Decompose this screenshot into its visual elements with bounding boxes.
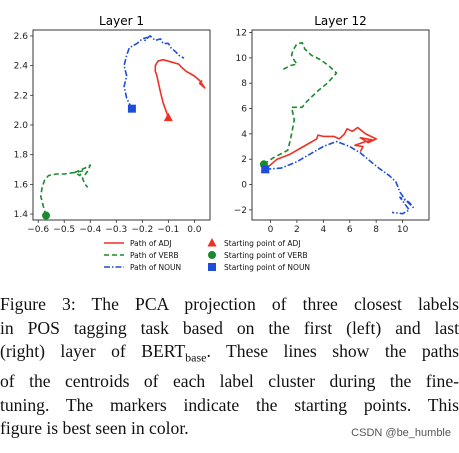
- legend-marker-verb: [208, 251, 216, 259]
- y-tick-label: 4: [241, 130, 247, 140]
- legend-marker-noun: [208, 263, 216, 271]
- caption-text: (right) layer of BERT: [0, 341, 186, 361]
- y-tick-label: 1.4: [14, 210, 29, 220]
- x-tick-label: −0.4: [79, 225, 101, 235]
- y-tick-label: 12: [236, 29, 247, 39]
- y-tick-label: 2.4: [14, 62, 29, 72]
- y-tick-label: 1.6: [14, 180, 29, 190]
- plot-frame: [32, 29, 211, 221]
- figure-canvas: Layer 1 −0.6 −0.5 −0.4 −0.3 −0.2 −0.1 0.0 1.4 1.6…: [14, 14, 430, 272]
- series-line-noun: [265, 140, 414, 215]
- caption-line: tuning. The markers indicate the startin…: [0, 394, 459, 415]
- series-line-adj: [154, 58, 206, 118]
- y-tick-label: −2: [234, 206, 247, 216]
- x-tick-label: −0.1: [157, 225, 179, 235]
- y-tick-label: 0: [241, 181, 247, 191]
- chart-panel-1: Layer 1 −0.6 −0.5 −0.4 −0.3 −0.2 −0.1 0.0 1.4 1.6…: [14, 14, 211, 235]
- x-tick-label: −0.6: [27, 225, 49, 235]
- legend: Path of ADJ Path of VERB Path of NOUN Start…: [104, 238, 310, 272]
- y-tick-label: 2.6: [14, 32, 29, 42]
- series-line-adj: [264, 126, 378, 170]
- legend-label: Starting point of NOUN: [224, 263, 310, 272]
- x-tick-label: 6: [347, 225, 353, 235]
- caption-line: of the centroids of each label cluster d…: [0, 371, 459, 392]
- start-marker-verb: [42, 211, 51, 220]
- caption-line: figure is best seen in color.: [0, 418, 189, 439]
- x-tick-label: 2: [294, 225, 300, 235]
- y-tick-label: 2.2: [14, 91, 28, 101]
- start-marker-adj: [163, 112, 173, 122]
- caption-text: . These lines show the paths: [206, 341, 459, 361]
- chart-title: Layer 1: [99, 14, 144, 28]
- y-tick-label: 10: [236, 54, 248, 64]
- legend-label: Path of NOUN: [130, 263, 181, 272]
- y-tick-label: 6: [241, 105, 247, 115]
- series-line-verb: [39, 164, 92, 216]
- x-tick-label: 10: [397, 225, 409, 235]
- legend-label: Starting point of VERB: [224, 251, 308, 260]
- start-marker-noun: [127, 104, 136, 113]
- figure-caption: Figure 3: The PCA projection of three cl…: [0, 293, 459, 443]
- y-tick-label: 8: [241, 79, 247, 89]
- chart-panel-2: Layer 12 0 2 4 6 8 10 −2 0 2 4 6 8 10 12: [234, 14, 430, 235]
- chart-title: Layer 12: [314, 14, 367, 28]
- x-tick-label: 4: [320, 225, 326, 235]
- x-tick-label: 0.0: [187, 225, 202, 235]
- y-tick-label: 2: [241, 155, 247, 165]
- x-tick-label: −0.2: [131, 225, 153, 235]
- plot-frame: [251, 29, 430, 221]
- caption-line-3: (right) layer of BERTbase. These lines s…: [0, 340, 459, 370]
- watermark: CSDN @be_humble: [351, 427, 451, 439]
- legend-label: Path of ADJ: [130, 239, 172, 248]
- legend-label: Starting point of ADJ: [224, 239, 301, 248]
- legend-marker-adj: [207, 238, 217, 247]
- start-marker-noun: [261, 165, 270, 174]
- x-tick-label: 8: [373, 225, 379, 235]
- caption-line: Figure 3: The PCA projection of three cl…: [0, 294, 459, 314]
- caption-subscript: base: [185, 350, 207, 365]
- x-tick-label: −0.3: [105, 225, 127, 235]
- series-line-verb: [263, 41, 338, 165]
- y-tick-label: 2.0: [14, 121, 29, 131]
- series-line-noun: [123, 35, 185, 110]
- y-tick-label: 1.8: [14, 151, 29, 161]
- legend-label: Path of VERB: [130, 251, 179, 260]
- x-tick-label: 0: [268, 225, 274, 235]
- caption-line: in POS tagging task based on the first (…: [0, 317, 459, 338]
- x-tick-label: −0.5: [53, 225, 75, 235]
